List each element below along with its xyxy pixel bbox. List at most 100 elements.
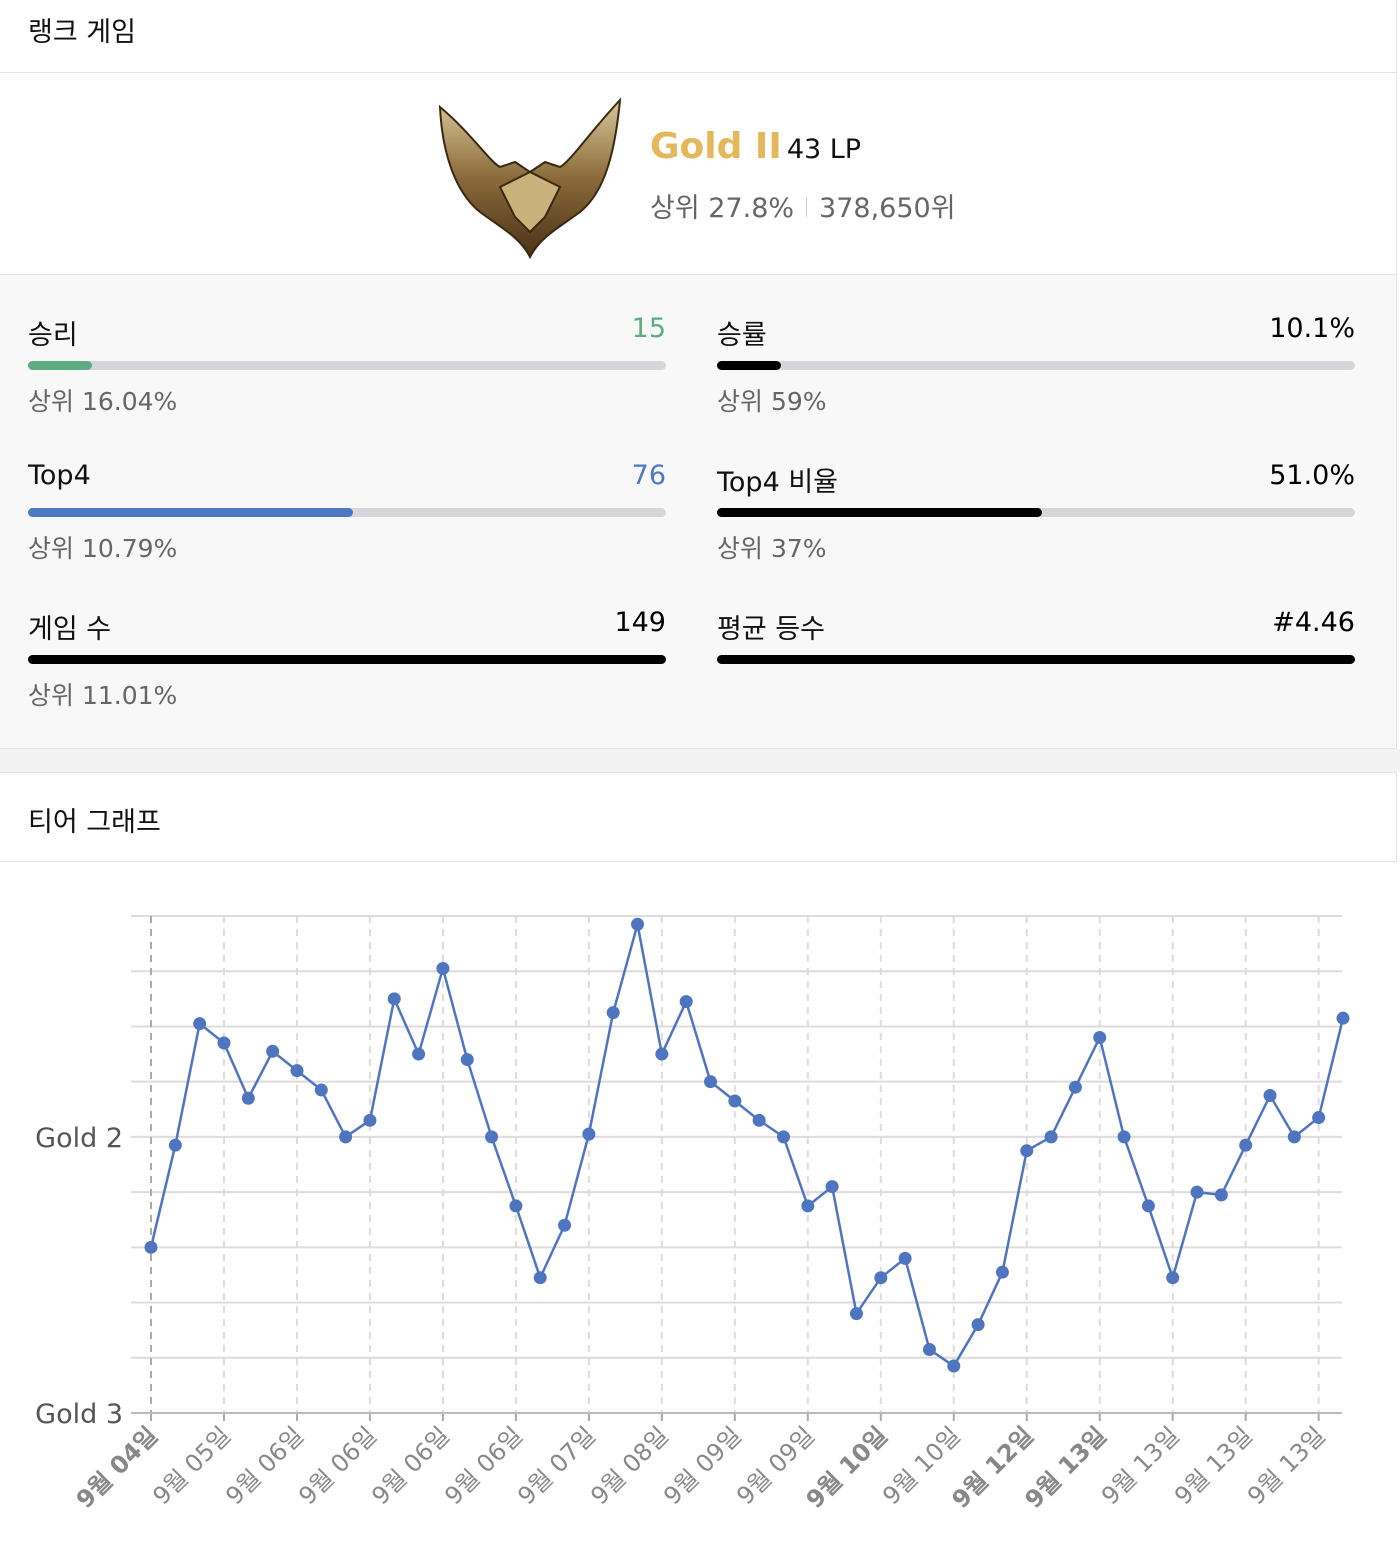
tier-rank: 378,650위 <box>819 193 956 224</box>
data-point <box>801 1199 815 1213</box>
data-point <box>971 1318 985 1332</box>
tier-name: Gold II <box>650 126 782 167</box>
rank-header <box>0 0 1397 73</box>
data-point <box>1312 1111 1326 1125</box>
stat-value: 51.0% <box>1269 460 1355 491</box>
tier-emblem <box>438 97 622 260</box>
data-point <box>217 1036 231 1050</box>
data-point <box>1117 1130 1131 1144</box>
data-point <box>558 1218 572 1232</box>
tier-lp: 43 LP <box>786 134 862 165</box>
stat-label: 승률 <box>717 320 767 351</box>
y-tick-label: Gold 3 <box>35 1399 123 1430</box>
stat-value: 15 <box>631 313 666 344</box>
data-point <box>655 1047 669 1061</box>
data-point <box>1068 1080 1082 1094</box>
data-point <box>533 1271 547 1285</box>
stat-label: 평균 등수 <box>717 614 825 645</box>
x-tick-label: 9월 13일 <box>1020 1421 1112 1513</box>
data-point <box>363 1113 377 1127</box>
data-point <box>752 1113 766 1127</box>
data-point <box>509 1199 523 1213</box>
x-tick-label: 9월 05일 <box>147 1421 236 1510</box>
gap <box>0 749 1400 772</box>
x-tick-label: 9월 06일 <box>439 1421 528 1510</box>
section-title: 랭크 게임 <box>28 17 136 48</box>
data-point <box>1166 1271 1180 1285</box>
data-point <box>485 1130 499 1144</box>
data-point <box>1263 1088 1277 1102</box>
data-point <box>606 1006 620 1020</box>
stat-bar <box>28 361 93 370</box>
stat-bar <box>717 655 1355 664</box>
data-point <box>241 1091 255 1105</box>
x-tick-label: 9월 06일 <box>366 1421 455 1510</box>
data-point <box>1287 1130 1301 1144</box>
x-tick-label: 9월 09일 <box>658 1421 747 1510</box>
data-point <box>1044 1130 1058 1144</box>
stat-label: Top4 비율 <box>717 467 839 498</box>
data-point <box>679 995 693 1009</box>
data-point <box>387 992 401 1006</box>
stat-label: Top4 <box>28 460 91 491</box>
data-point <box>1190 1185 1204 1199</box>
stat-sub: 상위 10.79% <box>28 534 178 563</box>
data-point <box>1093 1030 1107 1044</box>
data-point <box>874 1271 888 1285</box>
data-point <box>290 1064 304 1078</box>
x-tick-label: 9월 13일 <box>1169 1421 1258 1510</box>
data-point <box>266 1044 280 1058</box>
data-point <box>898 1251 912 1265</box>
data-point <box>582 1127 596 1141</box>
data-point <box>995 1265 1009 1279</box>
y-tick-label: Gold 2 <box>35 1123 123 1154</box>
tier-card <box>0 73 1397 275</box>
stat-value: 76 <box>631 460 666 491</box>
data-point <box>314 1083 328 1097</box>
stat-sub: 상위 16.04% <box>28 387 178 416</box>
data-point <box>144 1240 158 1254</box>
tier-top-percent: 상위 27.8% <box>650 193 795 224</box>
x-tick-label: 9월 07일 <box>512 1421 601 1510</box>
data-point <box>193 1017 207 1031</box>
separator <box>806 197 808 217</box>
data-point <box>1141 1199 1155 1213</box>
data-point <box>168 1138 182 1152</box>
stat-bar <box>717 508 1043 517</box>
data-point <box>704 1075 718 1089</box>
x-tick-label: 9월 13일 <box>1096 1421 1185 1510</box>
stat-bar <box>28 655 666 664</box>
stat-bar-track <box>717 361 1355 370</box>
stat-sub: 상위 11.01% <box>28 681 178 710</box>
data-point <box>922 1342 936 1356</box>
data-point <box>1239 1138 1253 1152</box>
tier-line: Gold II 43 LP <box>650 126 861 167</box>
data-point <box>1214 1188 1228 1202</box>
tier-rank-line: 상위 27.8% 378,650위 <box>650 186 956 225</box>
data-point <box>460 1053 474 1067</box>
x-tick-label: 9월 04일 <box>71 1421 163 1513</box>
stat-value: 10.1% <box>1269 313 1355 344</box>
graph-header <box>0 772 1397 862</box>
data-point <box>947 1359 961 1373</box>
stat-label: 승리 <box>28 320 78 351</box>
data-point <box>728 1094 742 1108</box>
section-title: 티어 그래프 <box>28 807 161 838</box>
stat-sub: 상위 37% <box>717 534 827 563</box>
data-point <box>339 1130 353 1144</box>
stat-bar <box>717 361 782 370</box>
data-point <box>776 1130 790 1144</box>
data-point <box>412 1047 426 1061</box>
x-tick-label: 9월 10일 <box>801 1421 893 1513</box>
data-point <box>1020 1144 1034 1158</box>
stat-label: 게임 수 <box>28 614 112 645</box>
data-point <box>849 1307 863 1321</box>
stat-sub: 상위 59% <box>717 387 827 416</box>
x-tick-label: 9월 13일 <box>1242 1421 1331 1510</box>
data-point <box>631 917 645 931</box>
x-tick-label: 9월 06일 <box>293 1421 382 1510</box>
stat-value: #4.46 <box>1272 607 1355 638</box>
stat-bar <box>28 508 354 517</box>
